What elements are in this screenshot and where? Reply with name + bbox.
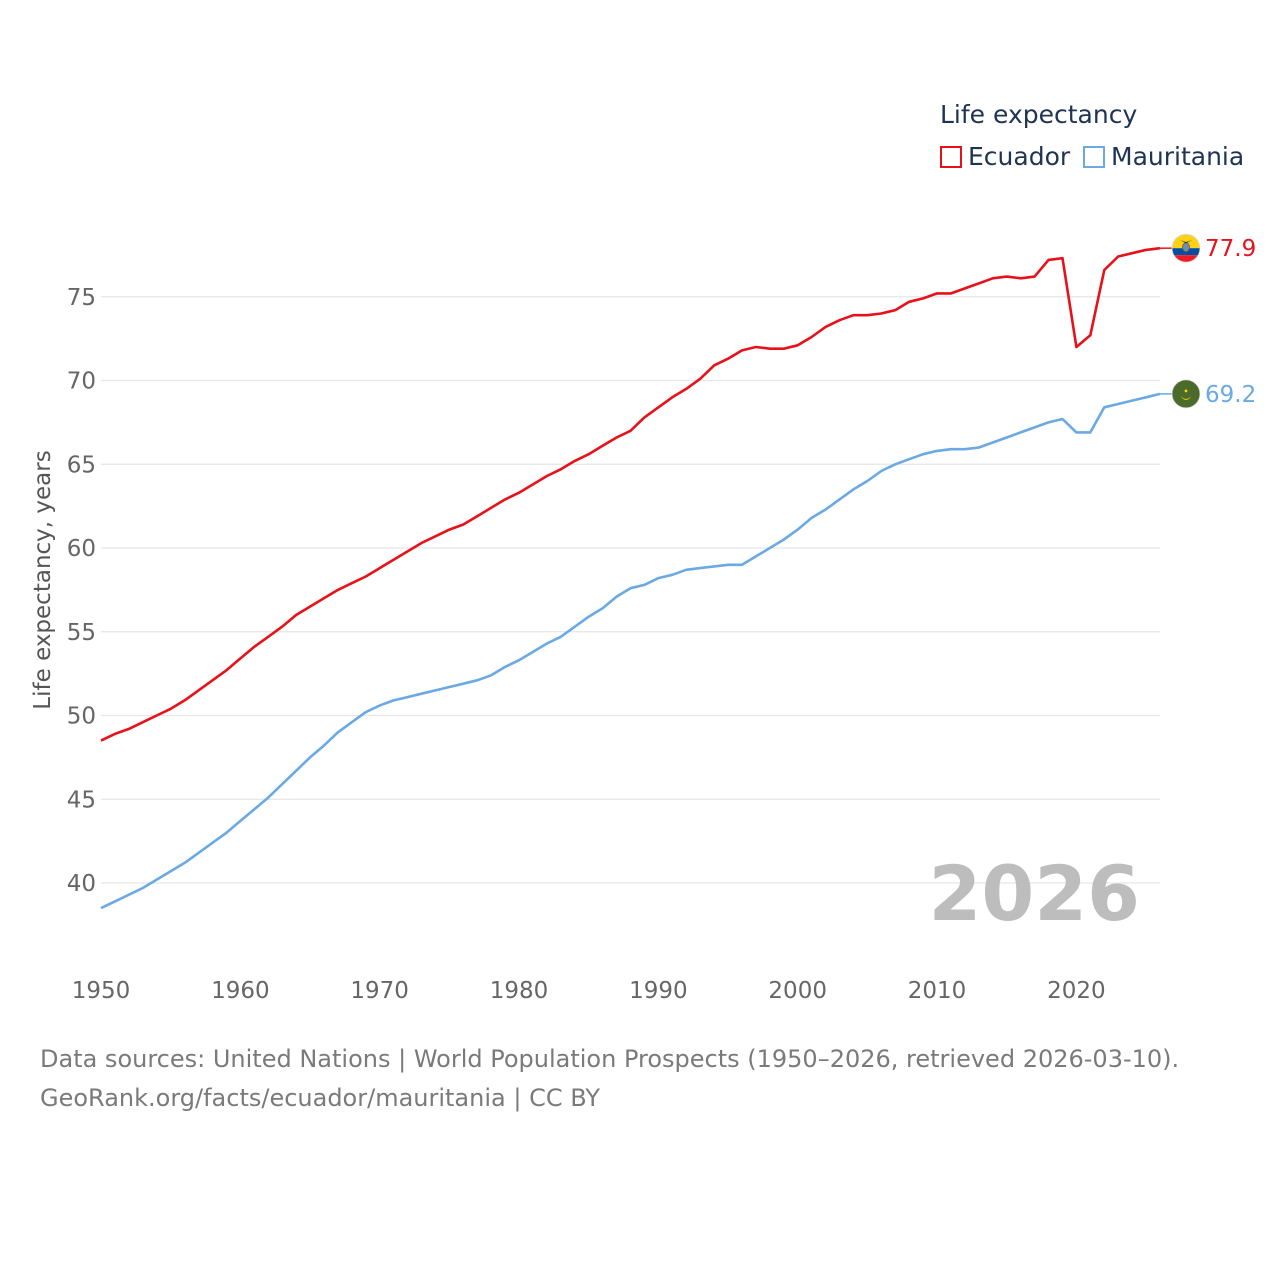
year-watermark: 2026: [928, 849, 1140, 938]
y-tick-label: 60: [67, 536, 96, 562]
x-tick-label: 1990: [629, 978, 688, 1004]
legend-swatch-ecuador: [940, 145, 962, 168]
y-tick-label: 45: [67, 787, 96, 813]
y-tick-label: 55: [67, 620, 96, 646]
gridlines: [101, 296, 1160, 884]
x-tick-label: 1970: [350, 978, 409, 1004]
y-tick-label: 65: [67, 452, 96, 478]
ecuador-flag-icon: [1171, 233, 1201, 263]
x-tick-labels: 1950 1960 1970 1980 1990 2000 2010 2020: [72, 978, 1106, 1004]
y-tick-label: 70: [67, 369, 96, 395]
legend-title: Life expectancy: [940, 100, 1138, 129]
legend-label-ecuador: Ecuador: [968, 142, 1071, 171]
footer-sources: Data sources: United Nations | World Pop…: [40, 1045, 1180, 1073]
y-tick-label: 75: [67, 285, 96, 311]
y-tick-label: 50: [67, 704, 96, 730]
x-tick-label: 1960: [211, 978, 270, 1004]
x-tick-label: 1950: [72, 978, 131, 1004]
legend-label-mauritania: Mauritania: [1111, 142, 1245, 171]
series-lines: [100, 246, 1161, 910]
legend-item-mauritania[interactable]: Mauritania: [1083, 142, 1244, 171]
mauritania-flag-icon: [1171, 379, 1201, 409]
footer-credit[interactable]: GeoRank.org/facts/ecuador/mauritania | C…: [40, 1084, 601, 1112]
x-tick-label: 2000: [768, 978, 827, 1004]
end-value-label-ecuador: 77.9: [1205, 236, 1256, 262]
end-value-label-mauritania: 69.2: [1205, 382, 1256, 408]
y-tick-labels: 40 45 50 55 60 65 70 75: [67, 285, 96, 897]
legend-swatch-mauritania: [1083, 145, 1105, 168]
x-tick-label: 2010: [908, 978, 967, 1004]
y-axis-label: Life expectancy, years: [30, 450, 56, 709]
y-tick-label: 40: [67, 871, 96, 897]
series-line-mauritania[interactable]: [100, 392, 1161, 910]
x-tick-label: 2020: [1047, 978, 1106, 1004]
legend-item-ecuador[interactable]: Ecuador: [940, 142, 1070, 171]
x-tick-label: 1980: [490, 978, 549, 1004]
series-line-ecuador[interactable]: [100, 246, 1161, 742]
end-markers: 77.9 69.2: [1160, 233, 1256, 409]
